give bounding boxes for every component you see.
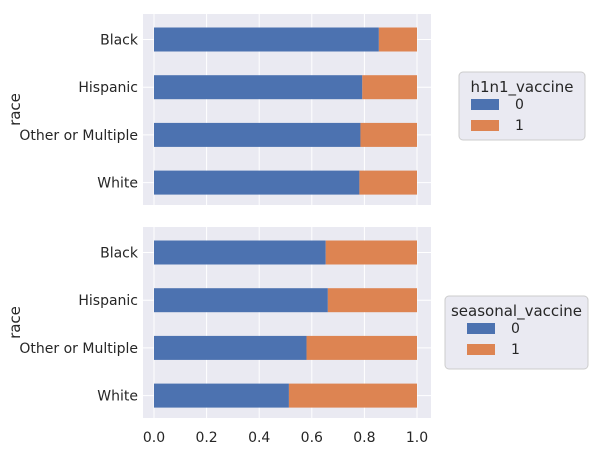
x-tick-label: 0.2 [195,430,217,446]
x-tick-label: 0.4 [248,430,270,446]
legend-swatch-1 [467,344,495,355]
y-axis-label: race [6,93,24,126]
bar-black-series-0 [154,27,379,52]
y-tick-label: Other or Multiple [19,341,138,357]
y-axis-label: race [6,306,24,339]
legend-title: seasonal_vaccine [451,302,582,321]
bar-white-series-1 [359,170,417,195]
bar-other-or-multiple-series-1 [306,335,417,360]
x-tick-label: 0.6 [301,430,323,446]
bar-black-series-1 [325,240,417,265]
x-tick-label: 0.8 [353,430,375,446]
bar-black-series-0 [154,240,326,265]
y-tick-label: Hispanic [78,293,138,309]
bar-hispanic-series-0 [154,288,328,313]
bar-other-or-multiple-series-1 [360,122,417,147]
bar-white-series-0 [154,383,289,408]
bar-other-or-multiple-series-0 [154,335,307,360]
bar-white-series-0 [154,170,360,195]
bar-other-or-multiple-series-0 [154,122,361,147]
y-tick-label: Black [100,33,139,49]
legend-swatch-1 [471,120,499,131]
legend-swatch-0 [471,99,499,110]
y-tick-label: Black [100,246,139,262]
bar-black-series-1 [378,27,417,52]
legend-label-1: 1 [515,118,524,134]
y-tick-label: Hispanic [78,80,138,96]
legend-title: h1n1_vaccine [470,78,573,97]
legend-swatch-0 [467,323,495,334]
bar-hispanic-series-1 [362,75,417,100]
bar-hispanic-series-0 [154,75,363,100]
x-tick-label: 1.0 [406,430,428,446]
legend-label-0: 0 [515,97,524,113]
bar-hispanic-series-1 [327,288,417,313]
y-tick-label: Other or Multiple [19,128,138,144]
y-tick-label: White [97,176,138,192]
y-tick-label: White [97,389,138,405]
legend-label-0: 0 [511,321,520,337]
bar-white-series-1 [288,383,417,408]
legend-label-1: 1 [511,342,520,358]
x-tick-label: 0.0 [143,430,165,446]
